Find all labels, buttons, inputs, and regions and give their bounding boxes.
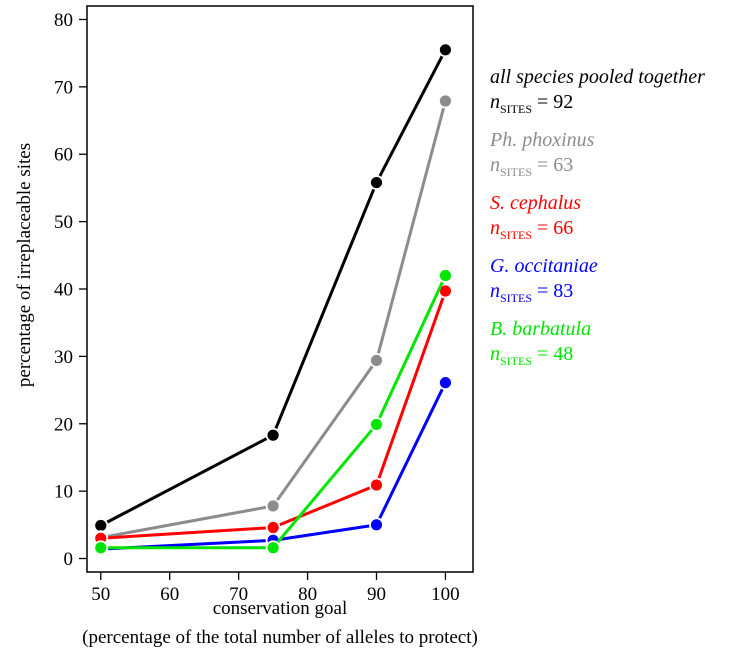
series-line	[100, 382, 447, 551]
series-group-5	[93, 268, 453, 556]
data-point	[93, 540, 109, 556]
legend-series-name: Ph. phoxinus	[489, 129, 595, 151]
y-tick-label: 80	[54, 10, 73, 31]
series-line	[100, 274, 447, 550]
legend-sample-size: nSITES = 63	[490, 154, 573, 179]
data-point	[438, 93, 453, 109]
data-point	[265, 540, 281, 556]
data-point	[265, 498, 281, 514]
x-axis-title: conservation goal	[213, 598, 348, 619]
data-point	[369, 517, 384, 533]
series-line	[100, 49, 447, 527]
data-point	[265, 427, 281, 443]
data-point	[438, 268, 453, 283]
series-line	[100, 290, 447, 540]
x-axis: 50 60 70 80 90 100	[91, 572, 460, 605]
y-axis-title: percentage of irreplaceable sites	[14, 143, 35, 387]
x-tick-label: 90	[367, 584, 386, 605]
y-tick-label: 70	[54, 77, 73, 98]
y-tick-label: 0	[64, 549, 74, 570]
y-tick-label: 20	[54, 414, 73, 435]
series-group-1	[93, 42, 453, 533]
data-point	[369, 477, 384, 493]
legend-series-name: G. occitaniae	[490, 255, 598, 277]
legend-sample-size: nSITES = 66	[490, 217, 573, 242]
legend-series-name: all species pooled together	[490, 66, 705, 88]
y-tick-label: 60	[54, 145, 73, 166]
y-tick-label: 10	[54, 482, 73, 503]
y-axis: 0 10 20 30 40 50 60 70 80	[54, 10, 87, 570]
plot-area-frame	[86, 5, 474, 573]
legend: all species pooled together nSITES = 92 Ph…	[489, 66, 705, 368]
series-line	[100, 100, 447, 540]
y-tick-label: 50	[54, 212, 73, 233]
data-point	[265, 520, 281, 535]
x-axis-subtitle: (percentage of the total number of allel…	[82, 627, 478, 648]
x-tick-label: 70	[229, 584, 248, 605]
x-tick-label: 100	[431, 584, 460, 605]
legend-series-name: S. cephalus	[490, 192, 581, 214]
legend-series-name: B. barbatula	[490, 318, 591, 340]
legend-sample-size: nSITES = 48	[490, 343, 573, 368]
data-point	[369, 175, 384, 190]
series-layer	[93, 42, 453, 557]
data-point	[369, 417, 384, 432]
x-tick-label: 80	[298, 584, 317, 605]
data-point	[438, 375, 453, 391]
x-tick-label: 60	[160, 584, 179, 605]
x-tick-label: 50	[91, 584, 110, 605]
legend-sample-size: nSITES = 92	[490, 91, 573, 116]
y-tick-label: 30	[54, 347, 73, 368]
data-point	[369, 353, 384, 368]
data-point	[93, 518, 109, 533]
legend-sample-size: nSITES = 83	[490, 280, 573, 305]
y-tick-label: 40	[54, 280, 73, 301]
data-point	[438, 42, 453, 58]
